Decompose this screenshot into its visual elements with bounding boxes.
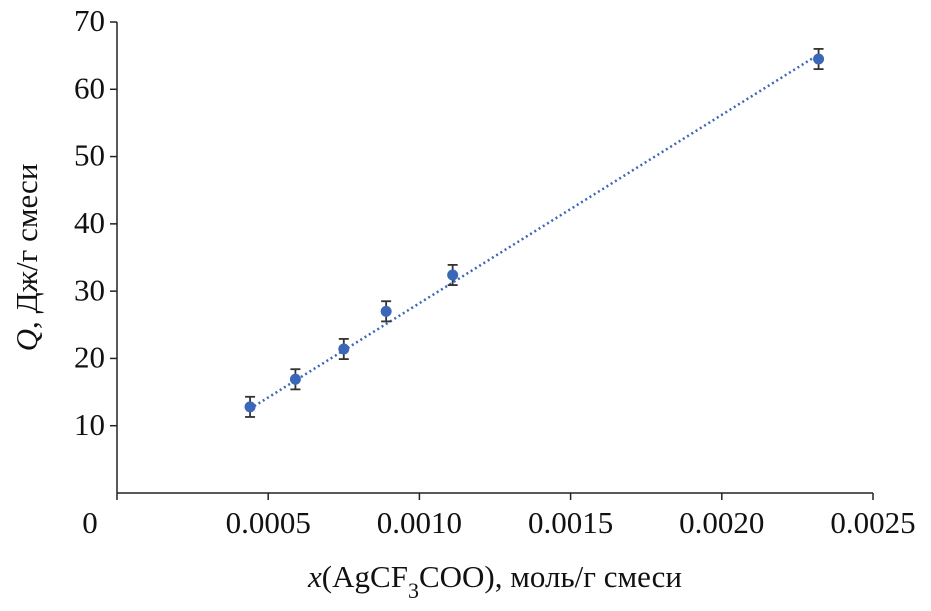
point xyxy=(338,343,350,355)
x-tick-label: 0.0005 xyxy=(226,505,311,540)
y-axis-title: Q, Дж/г смеси xyxy=(9,164,44,352)
x-tick-label: 0.0025 xyxy=(830,505,915,540)
x-tick-label: 0.0020 xyxy=(679,505,764,540)
y-tick-label: 60 xyxy=(74,70,105,105)
trendline xyxy=(249,53,820,410)
point xyxy=(447,269,459,281)
x-tick-label: 0.0010 xyxy=(377,505,462,540)
x-tick-label: 0.0015 xyxy=(528,505,613,540)
point xyxy=(244,401,256,413)
x-tick-label: 0 xyxy=(82,505,98,540)
point xyxy=(289,373,301,385)
y-tick-label: 20 xyxy=(74,340,105,375)
y-tick-label: 30 xyxy=(74,272,105,307)
y-tick-label: 10 xyxy=(74,407,105,442)
x-axis-title: x(AgCF3COO), моль/г смеси xyxy=(307,559,682,602)
y-tick-label: 50 xyxy=(74,138,105,173)
point xyxy=(380,305,392,317)
y-tick-label: 70 xyxy=(74,3,105,38)
y-tick-label: 40 xyxy=(74,205,105,240)
point xyxy=(813,53,825,65)
